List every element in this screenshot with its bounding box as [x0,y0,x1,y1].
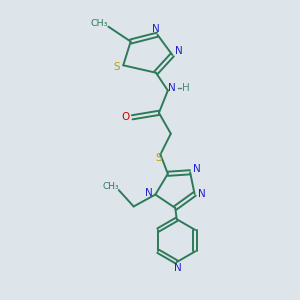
Text: N: N [174,263,182,273]
Text: N: N [168,82,176,93]
Text: CH₃: CH₃ [90,19,108,28]
Text: N: N [193,164,200,174]
Text: N: N [198,189,206,199]
Text: N: N [152,24,160,34]
Text: N: N [145,188,153,198]
Text: O: O [122,112,130,122]
Text: H: H [182,82,190,93]
Text: S: S [113,62,120,72]
Text: CH₃: CH₃ [102,182,119,191]
Text: N: N [175,46,183,56]
Text: S: S [156,153,162,163]
